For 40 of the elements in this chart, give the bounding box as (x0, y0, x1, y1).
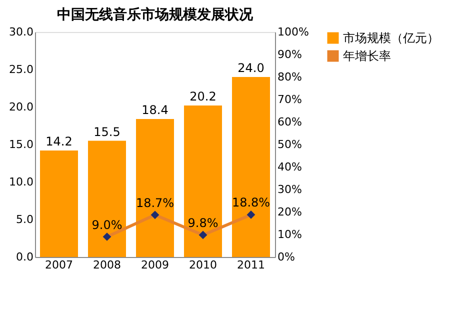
data-label: 18.4 (142, 103, 168, 117)
x-tick-label: 2008 (93, 258, 121, 272)
y-tick-label: 20.0 (9, 100, 34, 114)
y2-tick-label: 80% (278, 70, 302, 84)
y2-tick-label: 70% (278, 93, 302, 106)
y-tick-label: 0.0 (16, 250, 34, 264)
y2-tick-label: 20% (278, 206, 302, 218)
y2-tick-label: 10% (278, 228, 302, 241)
bar (88, 140, 126, 257)
data-label: 20.2 (190, 90, 216, 104)
data-label: 9.8% (188, 216, 218, 230)
y2-tick-label: 60% (278, 116, 302, 128)
y2-tick-label: 0% (278, 250, 295, 264)
y2-tick-label: 100% (278, 26, 309, 38)
data-label: 15.5 (94, 124, 120, 139)
y-tick-label: 25.0 (9, 63, 34, 76)
y2-tick-label: 30% (278, 183, 302, 196)
y-tick-label: 30.0 (9, 26, 34, 38)
data-label: 18.8% (232, 196, 270, 210)
y-tick-label: 10.0 (9, 176, 34, 188)
bar (40, 150, 78, 257)
bar (232, 77, 270, 257)
x-tick-label: 2007 (45, 258, 73, 272)
legend-label: 年增长率 (343, 49, 391, 63)
bar (184, 106, 222, 257)
y2-tick-label: 40% (278, 160, 302, 174)
chart-title: 中国无线音乐市场规模发展状况 (57, 6, 254, 23)
bar (136, 119, 174, 257)
x-tick-label: 2010 (189, 258, 217, 272)
data-label: 14.2 (46, 134, 72, 148)
data-label: 24.0 (238, 61, 264, 75)
x-tick-label: 2009 (141, 258, 169, 272)
data-label: 9.0% (92, 218, 122, 232)
data-label: 18.7% (136, 196, 174, 210)
x-tick-label: 2011 (237, 258, 265, 272)
y2-tick-label: 50% (278, 138, 302, 151)
legend-label: 市场规模（亿元） (343, 31, 439, 45)
y-tick-label: 15.0 (9, 138, 34, 151)
y2-tick-label: 90% (278, 48, 302, 61)
y-tick-label: 5.0 (16, 213, 34, 226)
